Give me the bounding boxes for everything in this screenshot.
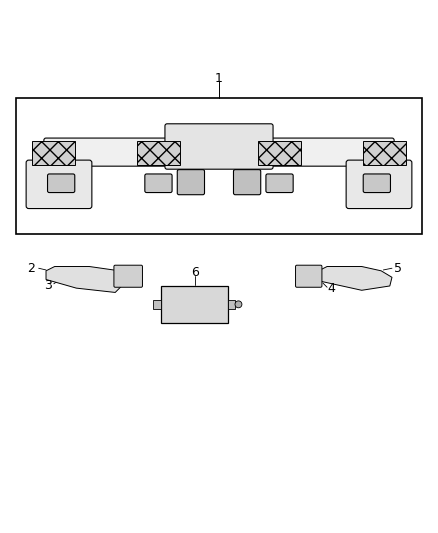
FancyBboxPatch shape bbox=[145, 174, 172, 192]
Bar bbox=[363, 141, 406, 165]
Bar bbox=[161, 286, 228, 322]
Bar bbox=[137, 141, 180, 165]
Polygon shape bbox=[46, 266, 124, 293]
FancyBboxPatch shape bbox=[114, 265, 142, 287]
FancyBboxPatch shape bbox=[266, 174, 293, 192]
FancyBboxPatch shape bbox=[346, 160, 412, 208]
Bar bbox=[258, 141, 301, 165]
FancyBboxPatch shape bbox=[177, 169, 205, 195]
Text: 4: 4 bbox=[328, 282, 336, 295]
Text: 2: 2 bbox=[27, 262, 35, 274]
Polygon shape bbox=[318, 266, 392, 290]
FancyBboxPatch shape bbox=[26, 160, 92, 208]
FancyBboxPatch shape bbox=[44, 138, 394, 166]
Text: 5: 5 bbox=[395, 262, 403, 274]
FancyBboxPatch shape bbox=[296, 265, 322, 287]
Text: 3: 3 bbox=[44, 279, 52, 293]
FancyBboxPatch shape bbox=[48, 174, 75, 192]
Circle shape bbox=[235, 301, 242, 308]
Bar bbox=[228, 300, 236, 309]
Bar bbox=[32, 141, 75, 165]
Bar bbox=[153, 300, 161, 309]
Text: 1: 1 bbox=[215, 72, 223, 85]
FancyBboxPatch shape bbox=[165, 124, 273, 169]
FancyBboxPatch shape bbox=[233, 169, 261, 195]
Bar bbox=[16, 98, 422, 234]
Text: 6: 6 bbox=[191, 266, 199, 279]
FancyBboxPatch shape bbox=[363, 174, 390, 192]
